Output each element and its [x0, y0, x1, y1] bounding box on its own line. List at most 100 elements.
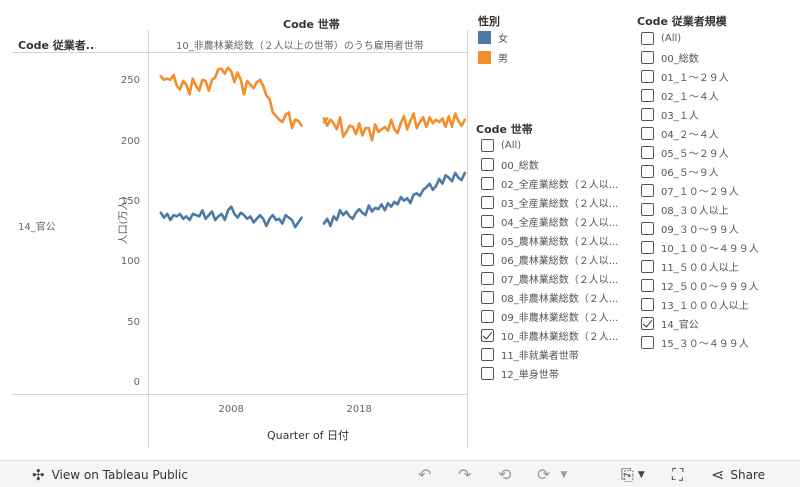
filter_household-option[interactable]: 08_非農林業総数（２人... [481, 288, 618, 307]
checkbox-icon[interactable] [641, 222, 654, 235]
checkbox-icon[interactable] [641, 165, 654, 178]
filter_employees-option[interactable]: 15_３０～４９９人 [641, 333, 749, 352]
download-button[interactable]: ⎘ ▼ [621, 461, 645, 487]
y-tick-label: 50 [127, 316, 140, 328]
toolbar: ✣ View on Tableau Public ↶ ↷ ⟲ ⟳ ▼ ⎘ ▼ ⛶ ⋖… [0, 460, 800, 487]
revert-button[interactable]: ⟲ [498, 461, 511, 487]
gender-legend-item[interactable]: 女 [478, 28, 508, 47]
filter_employees-option[interactable]: 03_１人 [641, 105, 699, 124]
employee-filter-title: Code 従業者規模 [637, 15, 727, 28]
filter_household-option[interactable]: (All) [481, 136, 521, 155]
share-icon: ⋖ [711, 465, 725, 484]
series-line-female-late[interactable] [322, 171, 467, 228]
filter_employees-option-label: 12_５００～９９９人 [661, 282, 759, 293]
column-value-label: 10_非農林業総数（２人以上の世帯）のうち雇用者世帯 [176, 41, 424, 52]
redo-button[interactable]: ↷ [458, 461, 471, 487]
checkbox-icon[interactable] [641, 298, 654, 311]
checkbox-icon[interactable] [481, 196, 494, 209]
filter_household-option-label: 04_全産業総数（２人以... [501, 218, 619, 229]
checkbox-icon[interactable] [641, 260, 654, 273]
series-line-male-late[interactable] [322, 112, 467, 142]
checkbox-icon[interactable] [481, 367, 494, 380]
checkbox-icon[interactable] [481, 158, 494, 171]
filter_employees-option[interactable]: 13_１０００人以上 [641, 295, 749, 314]
filter_employees-option-label: 06_５～９人 [661, 168, 719, 179]
filter_household-option[interactable]: 03_全産業総数（２人以... [481, 193, 618, 212]
checkbox-icon[interactable] [481, 291, 494, 304]
filter_household-option[interactable]: 06_農林業総数（２人以... [481, 250, 618, 269]
undo-button[interactable]: ↶ [418, 461, 431, 487]
checkbox-icon[interactable] [481, 234, 494, 247]
share-button[interactable]: ⋖ Share [711, 461, 765, 487]
filter_household-option[interactable]: 07_農林業総数（２人以... [481, 269, 618, 288]
view-on-tableau-button[interactable]: ✣ View on Tableau Public [32, 461, 188, 487]
filter_employees-option[interactable]: 12_５００～９９９人 [641, 276, 759, 295]
revert-icon: ⟲ [498, 465, 512, 484]
checkbox-icon[interactable] [481, 139, 494, 152]
filter_household-option[interactable]: 09_非農林業総数（２人... [481, 307, 618, 326]
filter_employees-option[interactable]: 11_５００人以上 [641, 257, 739, 276]
filter_household-option[interactable]: 12_単身世帯 [481, 364, 559, 383]
checkbox-checked-icon[interactable] [641, 317, 654, 330]
filter_employees-option[interactable]: 01_１～２９人 [641, 67, 729, 86]
filter_household-option[interactable]: 04_全産業総数（２人以... [481, 212, 618, 231]
checkbox-icon[interactable] [641, 89, 654, 102]
filter_employees-option[interactable]: 14_官公 [641, 314, 699, 333]
filter_employees-option[interactable]: 08_３０人以上 [641, 200, 729, 219]
filter_household-option-label: 09_非農林業総数（２人... [501, 313, 619, 324]
filter_employees-option[interactable]: 07_１０～２９人 [641, 181, 739, 200]
checkbox-icon[interactable] [641, 203, 654, 216]
x-tick-label: 2018 [346, 404, 372, 415]
household-filter-title: Code 世帯 [476, 123, 533, 136]
checkbox-icon[interactable] [481, 348, 494, 361]
checkbox-icon[interactable] [481, 253, 494, 266]
fullscreen-button[interactable]: ⛶ [672, 461, 683, 487]
filter_household-option[interactable]: 10_非農林業総数（２人... [481, 326, 618, 345]
row-header: Code 従業者.. [18, 39, 95, 52]
checkbox-icon[interactable] [641, 146, 654, 159]
filter_employees-option-label: 07_１０～２９人 [661, 187, 739, 198]
header-divider [12, 52, 468, 53]
filter_employees-option[interactable]: 05_５～２９人 [641, 143, 729, 162]
gender-legend-title: 性別 [478, 15, 500, 28]
filter_household-option[interactable]: 02_全産業総数（２人以... [481, 174, 618, 193]
checkbox-icon[interactable] [481, 310, 494, 323]
filter_employees-option[interactable]: 10_１００～４９９人 [641, 238, 759, 257]
filter_household-option-label: 12_単身世帯 [501, 370, 559, 381]
checkbox-icon[interactable] [641, 279, 654, 292]
checkbox-icon[interactable] [641, 32, 654, 45]
filter_household-option-label: 05_農林業総数（２人以... [501, 237, 619, 248]
filter_household-option-label: 10_非農林業総数（２人... [501, 332, 619, 343]
filter_employees-option-label: 08_３０人以上 [661, 206, 729, 217]
gender-legend-item[interactable]: 男 [478, 48, 508, 67]
series-line-male-seg-0[interactable] [159, 66, 303, 130]
refresh-button[interactable]: ⟳ ▼ [537, 461, 567, 487]
gender-legend-label: 男 [498, 54, 508, 65]
checkbox-icon[interactable] [641, 70, 654, 83]
checkbox-icon[interactable] [481, 177, 494, 190]
filter_employees-option[interactable]: 09_３０～９９人 [641, 219, 739, 238]
filter_employees-option[interactable]: 00_総数 [641, 48, 699, 67]
checkbox-icon[interactable] [641, 184, 654, 197]
checkbox-icon[interactable] [641, 51, 654, 64]
checkbox-icon[interactable] [641, 241, 654, 254]
filter_employees-option-label: 00_総数 [661, 54, 699, 65]
checkbox-icon[interactable] [481, 215, 494, 228]
x-axis-label: Quarter of 日付 [266, 429, 350, 442]
checkbox-icon[interactable] [641, 127, 654, 140]
filter_household-option[interactable]: 00_総数 [481, 155, 539, 174]
axis-divider-bottom [12, 394, 468, 395]
filter_household-option-label: 06_農林業総数（２人以... [501, 256, 619, 267]
filter_employees-option[interactable]: 04_２～４人 [641, 124, 719, 143]
checkbox-icon[interactable] [641, 108, 654, 121]
filter_household-option[interactable]: 05_農林業総数（２人以... [481, 231, 618, 250]
filter_household-option[interactable]: 11_非就業者世帯 [481, 345, 579, 364]
checkbox-icon[interactable] [641, 336, 654, 349]
filter_employees-option[interactable]: 02_１～４人 [641, 86, 719, 105]
checkbox-checked-icon[interactable] [481, 329, 494, 342]
checkbox-icon[interactable] [481, 272, 494, 285]
series-line-female-seg-0[interactable] [159, 205, 303, 229]
filter_employees-option[interactable]: 06_５～９人 [641, 162, 719, 181]
filter_household-option-label: (All) [501, 140, 522, 151]
filter_employees-option[interactable]: (All) [641, 29, 681, 48]
